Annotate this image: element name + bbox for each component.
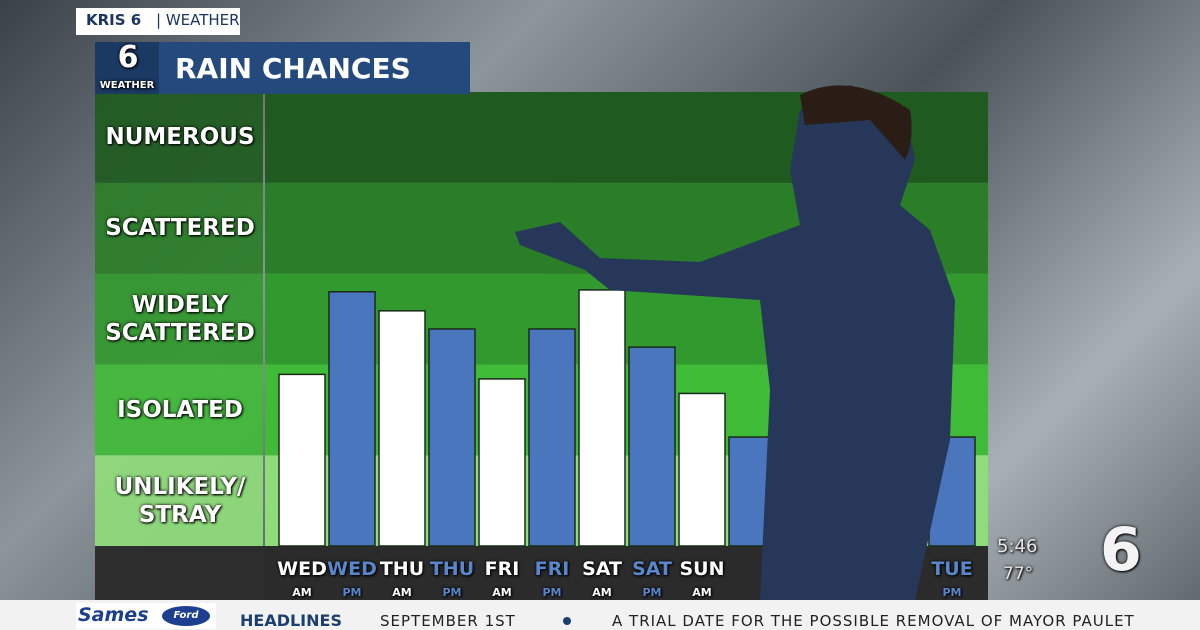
band-label-bg [95,455,263,546]
x-tick-period: AM [692,586,712,599]
x-tick-period: PM [642,586,662,599]
top-tag [76,8,240,35]
x-tick-label: SAT [582,558,622,580]
x-tick-period: AM [492,586,512,599]
y-tick-label: ISOLATED [117,396,243,423]
bar [478,378,526,547]
label-panel-foot [95,546,263,600]
band-label-bg [95,364,263,456]
y-tick-label: SCATTERED [105,215,255,242]
chart-title: RAIN CHANCES [175,52,411,85]
x-tick-label: FRI [484,558,520,580]
bar [278,373,326,547]
top-tag-section: | WEATHER [156,11,240,29]
logo-number: 6 [117,40,139,75]
ticker-label: HEADLINES [240,611,342,630]
x-tick-label: THU [379,558,425,580]
x-tick-period: PM [942,586,962,599]
y-tick-label: UNLIKELY/ STRAY [114,473,246,528]
y-tick-label: NUMEROUS [105,124,255,151]
bar [428,328,476,547]
bar [578,289,626,547]
ticker-headline: A TRIAL DATE FOR THE POSSIBLE REMOVAL OF… [612,612,1135,630]
presenter-hair [800,85,912,160]
top-tag-station: KRIS 6 [86,11,142,29]
ticker-dot [563,617,571,625]
band-label-bg [95,273,263,365]
ticker-date: SEPTEMBER 1ST [380,612,516,630]
temperature: 77° [1003,564,1034,584]
x-tick-period: PM [342,586,362,599]
bar [678,392,726,547]
x-tick-period: AM [292,586,312,599]
sponsor: Sames [78,604,149,626]
x-tick-period: PM [542,586,562,599]
clock: 5:46 [997,536,1038,557]
x-tick-label: FRI [534,558,570,580]
x-tick-label: TUE [931,558,973,580]
sponsor-brand: Ford [173,610,199,621]
x-tick-label: WED [327,558,377,580]
bar [528,328,576,547]
x-tick-label: WED [277,558,327,580]
bar [378,310,426,547]
bar [328,291,376,547]
bug-logo: 6 [1100,515,1142,585]
logo-text: WEATHER [99,80,155,91]
x-tick-period: AM [592,586,612,599]
band-label-bg [95,182,263,274]
y-tick-label: WIDELY SCATTERED [105,291,255,346]
x-tick-label: SUN [679,558,725,580]
band-label-bg [95,92,263,183]
x-tick-label: THU [429,558,475,580]
bar [628,346,676,547]
logo-box [95,42,159,94]
ford-oval [162,606,210,626]
presenter [515,85,955,600]
x-tick-period: AM [392,586,412,599]
x-tick-label: SAT [632,558,672,580]
x-tick-period: PM [442,586,462,599]
